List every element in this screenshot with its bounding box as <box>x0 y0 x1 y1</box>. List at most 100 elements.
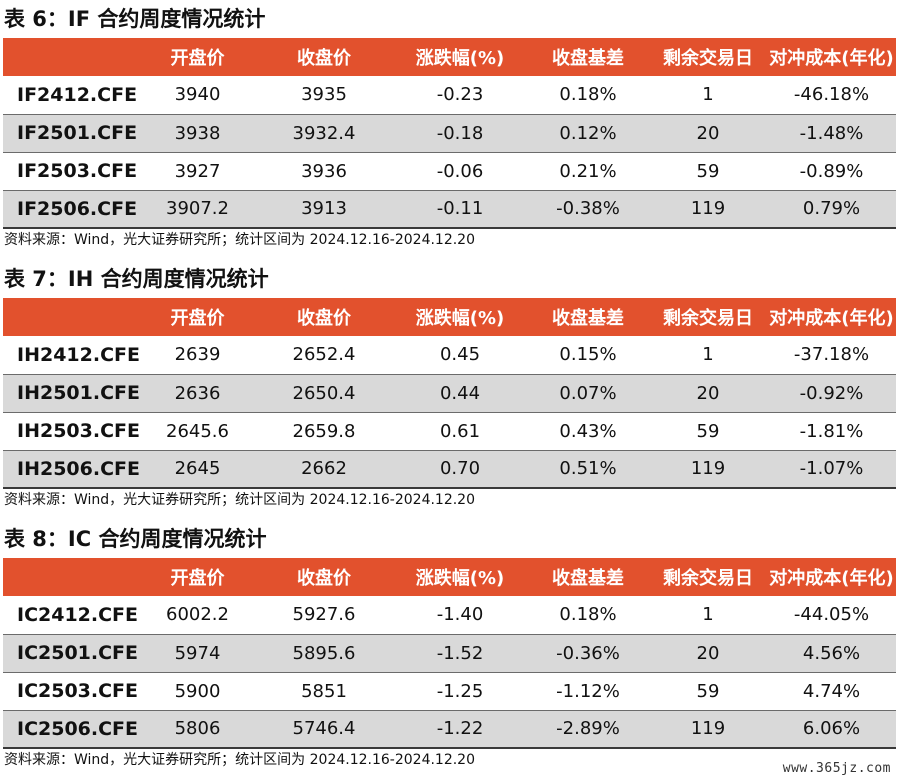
table-cell: 4.56% <box>767 634 896 673</box>
table-cell: -1.81% <box>767 412 896 451</box>
table-cell: 6.06% <box>767 710 896 749</box>
table-cell: 0.70 <box>393 450 527 489</box>
table-cell: -1.07% <box>767 450 896 489</box>
table-row: IF2506.CFE 3907.2 3913 -0.11 -0.38% 119 0.79% <box>3 190 896 229</box>
futures-table: 开盘价 收盘价 涨跌幅(%) 收盘基差 剩余交易日 对冲成本(年化) IC2412.CFE 6… <box>3 558 896 749</box>
table-cell: 2650.4 <box>255 374 393 413</box>
table-title: 表 8：IC 合约周度情况统计 <box>4 527 267 551</box>
table-cell: 3938 <box>140 114 255 153</box>
table-row: IH2412.CFE 2639 2652.4 0.45 0.15% 1 -37.18% <box>3 336 896 375</box>
table-cell: 0.61 <box>393 412 527 451</box>
table-cell: 1 <box>649 76 767 115</box>
table-cell: 3907.2 <box>140 190 255 229</box>
column-header: 剩余交易日 <box>663 568 753 589</box>
table-title: 表 6：IF 合约周度情况统计 <box>4 7 266 31</box>
table-row: IF2412.CFE 3940 3935 -0.23 0.18% 1 -46.18% <box>3 76 896 115</box>
table-cell: 5746.4 <box>255 710 393 749</box>
column-header: 收盘价 <box>297 48 351 69</box>
table-row: IH2503.CFE 2645.6 2659.8 0.61 0.43% 59 -1.81% <box>3 412 896 451</box>
table-cell: 5851 <box>255 672 393 711</box>
table-cell: 0.51% <box>527 450 649 489</box>
table-cell: -1.52 <box>393 634 527 673</box>
table-cell: 20 <box>649 374 767 413</box>
table-cell: -1.40 <box>393 596 527 635</box>
table-cell: 59 <box>649 412 767 451</box>
table-cell: 5900 <box>140 672 255 711</box>
table-cell: 2645 <box>140 450 255 489</box>
column-header: 对冲成本(年化) <box>769 48 894 69</box>
table-cell: 2645.6 <box>140 412 255 451</box>
futures-table: 开盘价 收盘价 涨跌幅(%) 收盘基差 剩余交易日 对冲成本(年化) IF2412.CFE 3… <box>3 38 896 229</box>
table-cell: 5806 <box>140 710 255 749</box>
column-header: 开盘价 <box>170 48 225 69</box>
table-cell: 0.21% <box>527 152 649 191</box>
column-header: 对冲成本(年化) <box>769 568 894 589</box>
table-row: IF2501.CFE 3938 3932.4 -0.18 0.12% 20 -1.48% <box>3 114 896 153</box>
table-cell: 119 <box>649 710 767 749</box>
table-row: IC2412.CFE 6002.2 5927.6 -1.40 0.18% 1 -44.05% <box>3 596 896 635</box>
futures-table: 开盘价 收盘价 涨跌幅(%) 收盘基差 剩余交易日 对冲成本(年化) IH2412.CFE 2… <box>3 298 896 489</box>
table-cell: -1.25 <box>393 672 527 711</box>
table-cell: 2652.4 <box>255 336 393 375</box>
contract-code: IC2412.CFE <box>3 596 140 635</box>
table-cell: 5974 <box>140 634 255 673</box>
table-cell: 3932.4 <box>255 114 393 153</box>
table-cell: 5895.6 <box>255 634 393 673</box>
table-section: 表 8：IC 合约周度情况统计 开盘价 收盘价 涨跌幅(%) 收盘基差 剩余交易日 对冲成本… <box>0 520 899 771</box>
source-note: 资料来源：Wind，光大证券研究所；统计区间为 2024.12.16-2024.… <box>4 492 476 508</box>
table-cell: -0.36% <box>527 634 649 673</box>
contract-code: IH2506.CFE <box>3 450 140 489</box>
table-cell: 1 <box>649 596 767 635</box>
table-section: 表 6：IF 合约周度情况统计 开盘价 收盘价 涨跌幅(%) 收盘基差 剩余交易日 对冲成本… <box>0 0 899 251</box>
table-row: IC2503.CFE 5900 5851 -1.25 -1.12% 59 4.74% <box>3 672 896 711</box>
column-header: 收盘价 <box>297 308 351 329</box>
source-note: 资料来源：Wind，光大证券研究所；统计区间为 2024.12.16-2024.… <box>4 232 476 248</box>
table-cell: 2662 <box>255 450 393 489</box>
column-header <box>3 298 140 336</box>
column-header: 开盘价 <box>170 308 225 329</box>
table-cell: 3913 <box>255 190 393 229</box>
table-cell: 3940 <box>140 76 255 115</box>
table-cell: 119 <box>649 190 767 229</box>
table-cell: -37.18% <box>767 336 896 375</box>
table-cell: -0.92% <box>767 374 896 413</box>
table-cell: 20 <box>649 114 767 153</box>
table-cell: 3935 <box>255 76 393 115</box>
table-cell: 20 <box>649 634 767 673</box>
table-cell: -44.05% <box>767 596 896 635</box>
table-cell: 4.74% <box>767 672 896 711</box>
contract-code: IH2503.CFE <box>3 412 140 451</box>
table-cell: 0.18% <box>527 596 649 635</box>
column-header: 涨跌幅(%) <box>415 48 505 69</box>
table-section: 表 7：IH 合约周度情况统计 开盘价 收盘价 涨跌幅(%) 收盘基差 剩余交易日 对冲成本… <box>0 260 899 511</box>
table-row: IF2503.CFE 3927 3936 -0.06 0.21% 59 -0.89% <box>3 152 896 191</box>
contract-code: IF2412.CFE <box>3 76 140 115</box>
table-cell: 0.79% <box>767 190 896 229</box>
table-cell: -0.18 <box>393 114 527 153</box>
source-note: 资料来源：Wind，光大证券研究所；统计区间为 2024.12.16-2024.… <box>4 752 476 768</box>
contract-code: IC2506.CFE <box>3 710 140 749</box>
column-header: 收盘基差 <box>552 48 624 69</box>
column-header: 剩余交易日 <box>663 308 753 329</box>
header-row: 开盘价 收盘价 涨跌幅(%) 收盘基差 剩余交易日 对冲成本(年化) <box>3 38 896 76</box>
table-cell: 0.12% <box>527 114 649 153</box>
table-cell: 6002.2 <box>140 596 255 635</box>
table-cell: -0.11 <box>393 190 527 229</box>
table-cell: 119 <box>649 450 767 489</box>
column-header: 涨跌幅(%) <box>415 308 505 329</box>
table-cell: -46.18% <box>767 76 896 115</box>
table-row: IH2501.CFE 2636 2650.4 0.44 0.07% 20 -0.92% <box>3 374 896 413</box>
contract-code: IC2501.CFE <box>3 634 140 673</box>
contract-code: IF2506.CFE <box>3 190 140 229</box>
table-cell: -2.89% <box>527 710 649 749</box>
column-header: 涨跌幅(%) <box>415 568 505 589</box>
table-cell: 0.15% <box>527 336 649 375</box>
contract-code: IF2503.CFE <box>3 152 140 191</box>
contract-code: IC2503.CFE <box>3 672 140 711</box>
table-cell: -1.12% <box>527 672 649 711</box>
table-cell: -0.23 <box>393 76 527 115</box>
table-cell: 59 <box>649 672 767 711</box>
table-row: IC2506.CFE 5806 5746.4 -1.22 -2.89% 119 6.06% <box>3 710 896 749</box>
column-header: 收盘基差 <box>552 308 624 329</box>
watermark: www.365jz.com <box>782 761 891 776</box>
